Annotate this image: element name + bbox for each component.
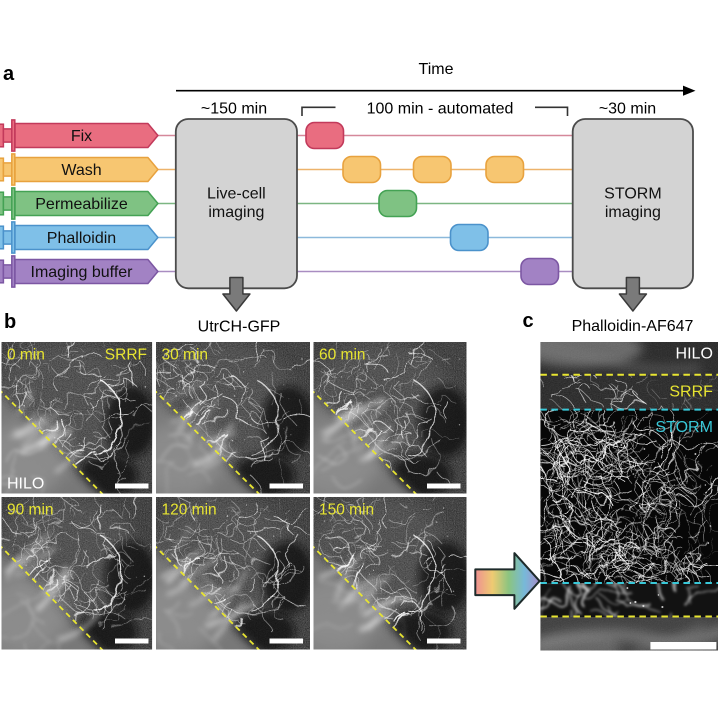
svg-text:b: b [4,311,16,333]
svg-text:120 min: 120 min [162,502,217,519]
svg-text:STORM: STORM [655,419,712,436]
svg-text:SRRF: SRRF [669,384,713,401]
svg-text:a: a [3,63,15,85]
svg-text:Time: Time [419,61,454,78]
svg-text:~30 min: ~30 min [599,101,656,118]
svg-text:~150 min: ~150 min [201,101,267,118]
svg-text:Wash: Wash [61,162,101,179]
svg-text:100 min - automated: 100 min - automated [367,101,514,118]
svg-text:Imaging buffer: Imaging buffer [31,264,134,281]
svg-text:Live-cell: Live-cell [207,186,266,203]
svg-text:90 min: 90 min [7,502,54,519]
svg-text:HILO: HILO [676,346,713,363]
svg-text:150 min: 150 min [319,502,374,519]
svg-text:c: c [523,310,534,332]
svg-text:STORM: STORM [604,186,661,203]
svg-text:imaging: imaging [208,204,264,221]
svg-text:SRRF: SRRF [105,347,147,364]
svg-text:imaging: imaging [605,204,661,221]
svg-text:Permeabilize: Permeabilize [35,196,128,213]
svg-text:UtrCH-GFP: UtrCH-GFP [198,319,281,336]
svg-text:Phalloidin: Phalloidin [47,230,116,247]
svg-text:Fix: Fix [71,128,92,145]
svg-text:0 min: 0 min [7,347,45,364]
svg-text:Phalloidin-AF647: Phalloidin-AF647 [572,318,694,335]
svg-text:30 min: 30 min [162,347,209,364]
svg-text:60 min: 60 min [319,347,366,364]
svg-text:HILO: HILO [7,476,44,493]
